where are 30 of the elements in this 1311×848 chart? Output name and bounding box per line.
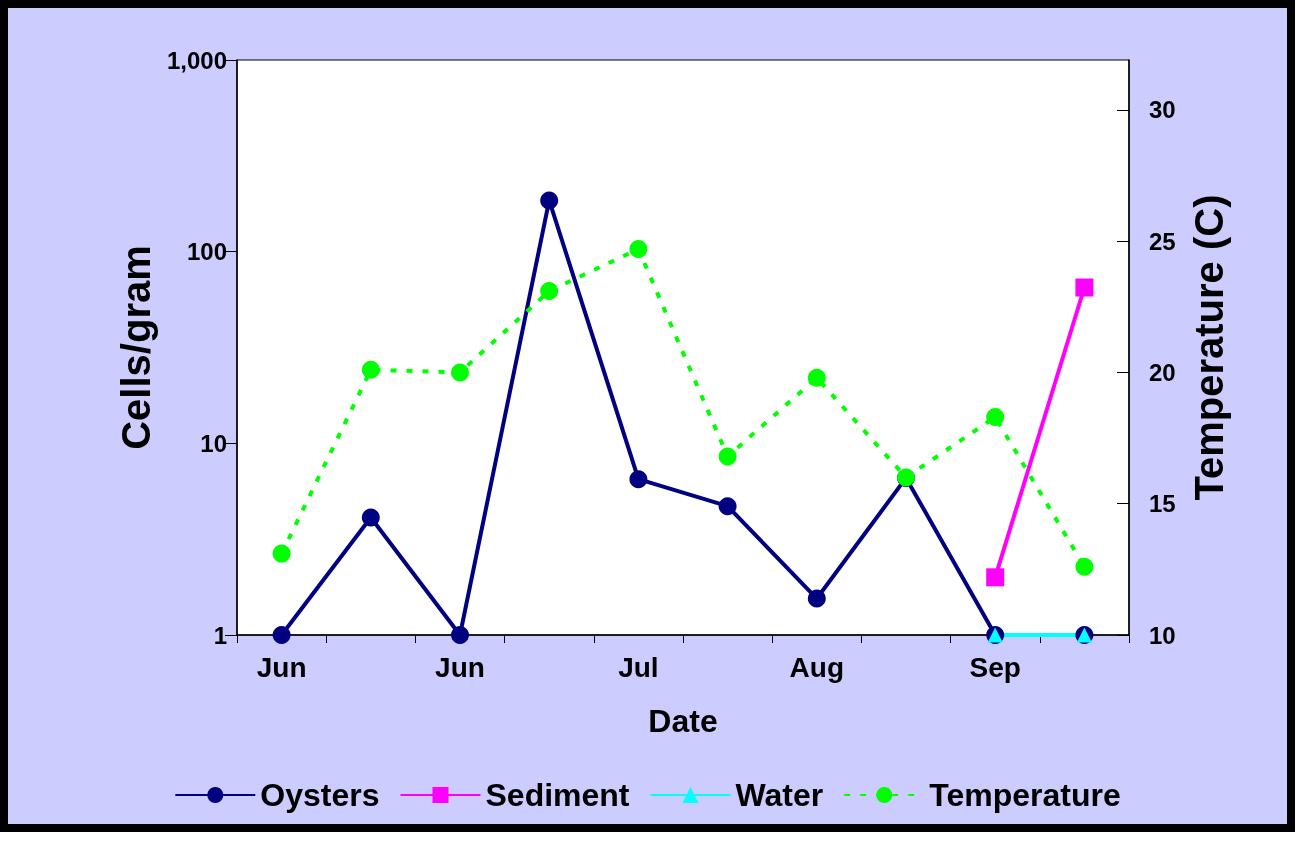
x-tick-label: Jun [256,651,307,683]
legend-label: Oysters [260,777,380,813]
x-axis-title: Date [648,703,718,739]
y-tick-label: 1,000 [166,46,227,74]
y2-tick-label: 30 [1149,96,1176,124]
y-tick-label: 10 [200,429,227,457]
point [451,626,469,644]
legend-label: Temperature [929,777,1121,813]
point [272,626,291,644]
y2-tick-label: 25 [1149,227,1176,255]
point [361,508,380,527]
y2-tick-label: 15 [1149,490,1176,518]
y-axis-title: Cells/gram [114,245,159,450]
x-tick-label: Sep [969,651,1021,683]
point [629,470,648,489]
x-tick-label: Jun [435,651,485,683]
point [540,191,559,210]
point [1075,278,1094,297]
y-tick-label: 1 [213,621,227,649]
point [986,568,1005,587]
y2-tick-label: 10 [1149,621,1176,649]
point [718,497,737,516]
y-tick-label: 100 [186,238,227,266]
x-tick-label: Jul [618,651,659,683]
y2-axis-title: Temperature (C) [1187,194,1231,501]
legend-label: Sediment [485,777,630,813]
point [807,589,826,608]
y2-tick-label: 20 [1149,358,1176,386]
legend-label: Water [735,777,824,813]
x-tick-label: Aug [789,651,845,683]
